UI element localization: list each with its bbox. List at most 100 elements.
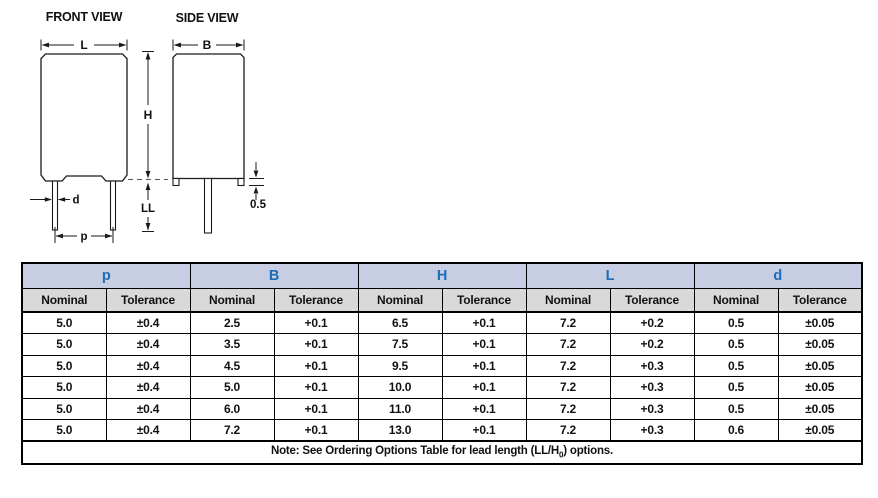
dim-label-L: L — [80, 38, 87, 52]
dimensions-table: p B H L d Nominal Tolerance Nominal Tole… — [21, 262, 863, 465]
note-row: Note: See Ordering Options Table for lea… — [21, 440, 863, 465]
table-cell: +0.1 — [273, 354, 359, 377]
table-cell: ±0.4 — [105, 376, 191, 399]
table-cell: +0.1 — [441, 419, 527, 442]
table-cell: 2.5 — [189, 311, 275, 334]
table-cell: +0.3 — [609, 419, 695, 442]
table-cell: +0.3 — [609, 376, 695, 399]
table-cell: 5.0 — [21, 333, 107, 356]
table-cell: 0.5 — [693, 311, 779, 334]
table-cell: 13.0 — [357, 419, 443, 442]
dim-LL — [142, 182, 154, 232]
side-lead — [203, 177, 213, 234]
table-cell: 7.2 — [525, 333, 611, 356]
table-cell: ±0.05 — [777, 354, 863, 377]
table-cell: 7.2 — [189, 419, 275, 442]
note-cell: Note: See Ordering Options Table for lea… — [21, 440, 863, 465]
group-header-row: p B H L d — [21, 262, 863, 289]
group-header-p: p — [21, 262, 191, 289]
sub-header-nominal: Nominal — [525, 287, 611, 313]
table-cell: 3.5 — [189, 333, 275, 356]
table-cell: 5.0 — [189, 376, 275, 399]
sub-header-nominal: Nominal — [357, 287, 443, 313]
table-cell: +0.2 — [609, 333, 695, 356]
drawing-svg: FRONT VIEW SIDE VIEW L — [30, 10, 267, 243]
sub-header-tolerance: Tolerance — [441, 287, 527, 313]
side-foot-left — [172, 177, 180, 187]
table-cell: +0.1 — [273, 376, 359, 399]
dim-label-p: p — [80, 231, 87, 243]
table-cell: ±0.4 — [105, 419, 191, 442]
table-cell: +0.2 — [609, 311, 695, 334]
table-cell: +0.1 — [273, 397, 359, 420]
table-cell: 7.5 — [357, 333, 443, 356]
table-cell: ±0.05 — [777, 419, 863, 442]
dim-L — [40, 39, 128, 51]
table-cell: 0.5 — [693, 354, 779, 377]
table-cell: +0.1 — [273, 419, 359, 442]
table-body: 5.0 ±0.4 2.5 +0.1 6.5 +0.1 7.2 +0.2 0.5 ±0.05 5.0 ±… — [21, 311, 863, 442]
side-view — [172, 53, 245, 234]
note-text-prefix: Note: See Ordering Options Table for lea… — [270, 445, 559, 458]
table-cell: +0.1 — [273, 311, 359, 334]
table-cell: +0.1 — [441, 354, 527, 377]
table-cell: +0.1 — [441, 311, 527, 334]
table-row: 5.0 ±0.4 4.5 +0.1 9.5 +0.1 7.2 +0.3 0.5 ±0.05 — [21, 354, 863, 377]
table-row: 5.0 ±0.4 6.0 +0.1 11.0 +0.1 7.2 +0.3 0.5 ±0.05 — [21, 397, 863, 420]
table-cell: +0.1 — [441, 333, 527, 356]
table-cell: 5.0 — [21, 311, 107, 334]
dim-B — [172, 39, 245, 51]
table-cell: 6.0 — [189, 397, 275, 420]
table-cell: ±0.4 — [105, 397, 191, 420]
dim-d — [30, 197, 70, 202]
table-cell: 7.2 — [525, 397, 611, 420]
table-cell: 7.2 — [525, 419, 611, 442]
front-lead-left — [51, 180, 59, 231]
note-text-suffix: ) options. — [563, 445, 613, 458]
table-row: 5.0 ±0.4 7.2 +0.1 13.0 +0.1 7.2 +0.3 0.6 ±0.05 — [21, 419, 863, 442]
group-header-H: H — [357, 262, 527, 289]
table-cell: 7.2 — [525, 354, 611, 377]
table-cell: ±0.4 — [105, 311, 191, 334]
dim-H — [142, 51, 154, 179]
table-cell: +0.3 — [609, 397, 695, 420]
table-row: 5.0 ±0.4 2.5 +0.1 6.5 +0.1 7.2 +0.2 0.5 ±0.05 — [21, 311, 863, 334]
mechanical-drawing: FRONT VIEW SIDE VIEW L — [0, 0, 320, 258]
group-header-L: L — [525, 262, 695, 289]
front-view — [40, 53, 128, 231]
sub-header-tolerance: Tolerance — [777, 287, 863, 313]
table-row: 5.0 ±0.4 3.5 +0.1 7.5 +0.1 7.2 +0.2 0.5 ±0.05 — [21, 333, 863, 356]
side-foot-right — [237, 177, 245, 187]
dim-label-d: d — [73, 195, 80, 207]
sub-header-tolerance: Tolerance — [273, 287, 359, 313]
sub-header-row: Nominal Tolerance Nominal Tolerance Nomi… — [21, 287, 863, 313]
table-cell: ±0.05 — [777, 397, 863, 420]
table-cell: +0.1 — [273, 333, 359, 356]
table-cell: ±0.05 — [777, 333, 863, 356]
front-view-body — [40, 53, 128, 182]
table-cell: 7.2 — [525, 376, 611, 399]
side-view-title: SIDE VIEW — [176, 11, 239, 25]
table-cell: 5.0 — [21, 397, 107, 420]
table-cell: ±0.4 — [105, 333, 191, 356]
table-cell: ±0.4 — [105, 354, 191, 377]
side-view-body — [172, 53, 245, 180]
table-cell: 0.5 — [693, 376, 779, 399]
table-cell: 10.0 — [357, 376, 443, 399]
dim-label-foot-height: 0.5 — [250, 199, 267, 211]
sub-header-nominal: Nominal — [693, 287, 779, 313]
table-cell: +0.1 — [441, 376, 527, 399]
dim-label-H: H — [144, 108, 153, 122]
sub-header-tolerance: Tolerance — [609, 287, 695, 313]
table-cell: 9.5 — [357, 354, 443, 377]
table-cell: 6.5 — [357, 311, 443, 334]
front-view-title: FRONT VIEW — [46, 10, 123, 24]
table-cell: +0.1 — [441, 397, 527, 420]
dim-p — [54, 227, 114, 243]
sub-header-tolerance: Tolerance — [105, 287, 191, 313]
sub-header-nominal: Nominal — [189, 287, 275, 313]
table-cell: 5.0 — [21, 354, 107, 377]
group-header-B: B — [189, 262, 359, 289]
table-cell: 0.5 — [693, 333, 779, 356]
note-text-subscript: 0 — [559, 450, 564, 460]
